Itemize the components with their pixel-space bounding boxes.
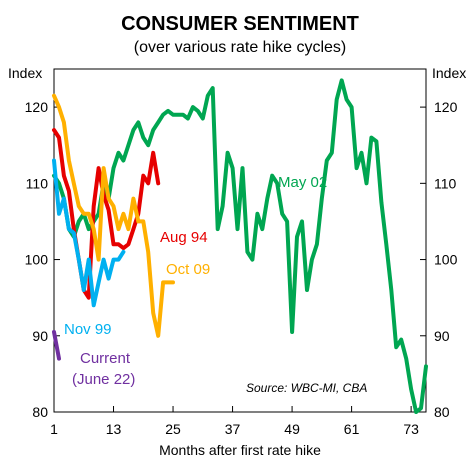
- series-lines: [52, 78, 428, 414]
- y-tick-label-left: 110: [26, 175, 49, 191]
- y-tick-label-right: 90: [434, 328, 450, 344]
- y-tick-label-right: 110: [434, 175, 457, 191]
- y-tick-label-left: 100: [25, 252, 49, 268]
- series-line-aug-94: [52, 128, 161, 300]
- x-axis-title: Months after first rate hike: [159, 442, 321, 458]
- y-tick-label-right: 100: [434, 252, 458, 268]
- series-line-may-02: [52, 78, 428, 414]
- label-nov99: Nov 99: [64, 321, 112, 338]
- x-axis: 1 13 25 37 49 61 73: [50, 406, 419, 437]
- label-current-line1: Current: [80, 350, 131, 367]
- x-tick-label: 1: [50, 421, 58, 437]
- label-may02: May 02: [278, 174, 327, 191]
- left-y-axis: 80 90 100 110 120: [25, 99, 60, 420]
- source-note: Source: WBC-MI, CBA: [246, 381, 367, 395]
- label-oct09: Oct 09: [166, 261, 210, 278]
- y-tick-label-right: 120: [434, 99, 458, 115]
- right-y-axis: 80 90 100 110 120: [420, 99, 458, 420]
- x-tick-label: 73: [403, 421, 419, 437]
- y-tick-label-right: 80: [434, 404, 450, 420]
- series-line-oct-09: [52, 93, 175, 338]
- x-tick-label: 61: [344, 421, 360, 437]
- series-line-current-june-22: [52, 330, 61, 361]
- chart-subtitle: (over various rate hike cycles): [134, 39, 347, 56]
- y-tick-label-left: 120: [25, 99, 49, 115]
- label-aug94: Aug 94: [160, 229, 208, 246]
- x-tick-label: 49: [284, 421, 300, 437]
- label-current-line2: (June 22): [72, 371, 135, 388]
- plot-frame: [53, 68, 427, 413]
- x-tick-label: 37: [225, 421, 241, 437]
- right-axis-unit: Index: [432, 65, 466, 81]
- series-line-nov-99: [52, 158, 126, 308]
- y-tick-label-left: 90: [32, 328, 48, 344]
- left-axis-unit: Index: [8, 65, 42, 81]
- x-tick-label: 13: [106, 421, 122, 437]
- x-tick-label: 25: [165, 421, 181, 437]
- y-tick-label-left: 80: [32, 404, 48, 420]
- chart-title: CONSUMER SENTIMENT: [121, 13, 359, 35]
